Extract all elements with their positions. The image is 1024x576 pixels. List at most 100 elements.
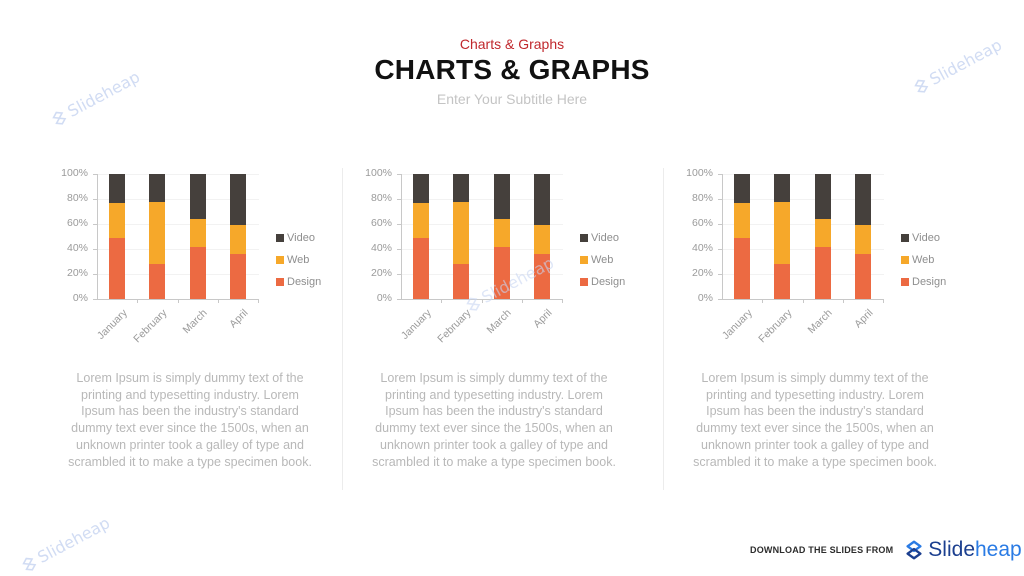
bar-segment-video	[493, 174, 510, 219]
x-tick-mark	[217, 299, 219, 303]
x-tick-label: February	[131, 307, 170, 346]
legend-label: Web	[912, 254, 935, 266]
x-tick-label: January	[94, 307, 130, 342]
bar-segment-web	[189, 219, 206, 247]
panel-description: Lorem Ipsum is simply dummy text of the …	[68, 371, 312, 469]
chart-panel-1: 0% 20% 40% 60% 80% 100% January February March Ap…	[40, 160, 340, 500]
legend-item-web: Web	[580, 249, 625, 271]
legend-swatch	[901, 234, 909, 242]
slideheap-logo-icon	[52, 111, 67, 125]
bar-segment-video	[533, 174, 550, 226]
stacked-bar	[533, 174, 550, 299]
stacked-bar-chart: 0% 20% 40% 60% 80% 100% January February March Ap…	[40, 160, 340, 360]
stacked-bar	[109, 174, 126, 299]
gridline	[98, 249, 259, 250]
stacked-bar-chart: 0% 20% 40% 60% 80% 100% January February March Ap…	[344, 160, 644, 360]
y-tick-mark	[93, 199, 97, 200]
legend-item-web: Web	[901, 249, 946, 271]
y-tick-label: 40%	[691, 242, 713, 254]
panel-description: Lorem Ipsum is simply dummy text of the …	[693, 371, 937, 469]
stacked-bar	[453, 174, 470, 299]
footer: DOWNLOAD THE SLIDES FROM Slideheap	[750, 538, 1022, 562]
y-tick-mark	[93, 299, 97, 300]
gridline	[723, 174, 884, 175]
y-tick-label: 100%	[365, 167, 392, 179]
y-tick-label: 0%	[72, 292, 88, 304]
column-divider	[342, 168, 343, 490]
gridline	[723, 249, 884, 250]
stacked-bar	[149, 174, 166, 299]
y-tick-label: 20%	[66, 267, 88, 279]
y-tick-mark	[93, 224, 97, 225]
legend-item-design: Design	[901, 271, 946, 293]
stacked-bar	[413, 174, 430, 299]
x-tick-mark	[562, 299, 563, 303]
x-tick-mark	[441, 299, 443, 303]
bar-segment-video	[854, 174, 871, 226]
legend-label: Web	[591, 254, 614, 266]
legend-label: Video	[287, 232, 315, 244]
slideheap-logo-icon	[906, 540, 922, 560]
bar-segment-web	[493, 219, 510, 247]
x-tick-label: March	[484, 307, 515, 337]
x-tick-mark	[802, 299, 804, 303]
legend-swatch	[901, 256, 909, 264]
x-tick-label: January	[398, 307, 434, 342]
chart-legend: Video Web Design	[901, 227, 946, 293]
bar-segment-web	[413, 202, 430, 238]
y-tick-mark	[93, 274, 97, 275]
footer-text: DOWNLOAD THE SLIDES FROM	[750, 545, 894, 555]
x-tick-label: March	[805, 307, 836, 337]
legend-item-design: Design	[276, 271, 321, 293]
x-tick-label: February	[756, 307, 795, 346]
y-tick-mark	[397, 224, 401, 225]
slideheap-logo-icon	[466, 297, 481, 311]
gridline	[723, 274, 884, 275]
gridline	[98, 224, 259, 225]
y-tick-label: 40%	[370, 242, 392, 254]
legend-swatch	[580, 256, 588, 264]
bar-segment-design	[189, 246, 206, 299]
y-tick-mark	[718, 224, 722, 225]
legend-item-video: Video	[276, 227, 321, 249]
legend-label: Video	[912, 232, 940, 244]
watermark: Slideheap	[18, 513, 113, 576]
y-axis	[722, 174, 723, 299]
gridline	[723, 224, 884, 225]
legend-item-design: Design	[580, 271, 625, 293]
stacked-bar	[814, 174, 831, 299]
y-tick-mark	[718, 199, 722, 200]
bar-segment-video	[814, 174, 831, 219]
bar-segment-web	[854, 225, 871, 254]
x-tick-mark	[258, 299, 259, 303]
x-tick-mark	[177, 299, 179, 303]
slideheap-logo-icon	[914, 79, 929, 93]
bar-segment-web	[229, 225, 246, 254]
legend-label: Video	[591, 232, 619, 244]
y-tick-label: 0%	[697, 292, 713, 304]
y-tick-label: 100%	[61, 167, 88, 179]
stacked-bar	[189, 174, 206, 299]
y-tick-mark	[718, 299, 722, 300]
slideheap-brand-link[interactable]: Slideheap	[903, 538, 1022, 562]
bar-segment-video	[149, 174, 166, 202]
watermark: Slideheap	[48, 67, 143, 130]
x-tick-label: January	[719, 307, 755, 342]
watermark-text: Slideheap	[34, 513, 113, 567]
y-tick-label: 100%	[686, 167, 713, 179]
panel-description: Lorem Ipsum is simply dummy text of the …	[372, 371, 616, 469]
y-tick-mark	[397, 299, 401, 300]
bar-segment-web	[734, 202, 751, 238]
page-subtitle: Enter Your Subtitle Here	[436, 91, 588, 107]
bar-segment-video	[189, 174, 206, 219]
legend-swatch	[901, 278, 909, 286]
legend-swatch	[276, 234, 284, 242]
bar-segment-design	[109, 237, 126, 299]
stacked-bar-chart: 0% 20% 40% 60% 80% 100% January February March Ap…	[665, 160, 965, 360]
y-tick-mark	[718, 249, 722, 250]
watermark: Slideheap	[462, 253, 557, 316]
bar-segment-video	[774, 174, 791, 202]
legend-swatch	[276, 278, 284, 286]
x-tick-label: April	[227, 307, 251, 331]
bar-segment-design	[533, 254, 550, 299]
